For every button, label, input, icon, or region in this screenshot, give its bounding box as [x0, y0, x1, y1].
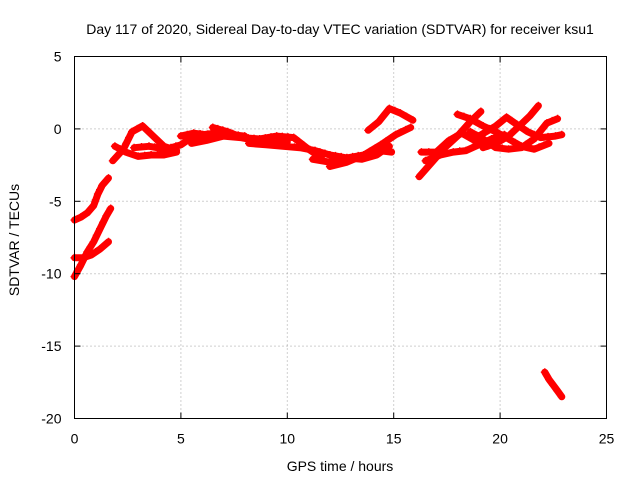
- series-arc-6: [110, 142, 181, 160]
- series-arc-16: [421, 130, 508, 165]
- y-tick-label: -5: [49, 193, 62, 209]
- series-arc-12: [325, 123, 415, 170]
- chart-title: Day 117 of 2020, Sidereal Day-to-day VTE…: [86, 21, 594, 37]
- series-markers: [479, 101, 540, 149]
- x-tick-label: 0: [71, 431, 79, 447]
- data-traces: [70, 101, 566, 401]
- series-markers: [364, 104, 414, 131]
- y-tick-label: -20: [41, 411, 61, 427]
- grid: [74, 56, 607, 419]
- series-arc-9: [208, 123, 325, 162]
- x-tick-label: 20: [492, 431, 508, 447]
- y-tick-label: -15: [41, 338, 61, 354]
- series-trace: [71, 174, 112, 224]
- series-arc-20: [479, 101, 542, 152]
- series-markers: [110, 142, 178, 158]
- y-tick-label: -10: [41, 266, 61, 282]
- y-axis-label: SDTVAR / TECUs: [6, 184, 22, 296]
- series-arc-2: [70, 174, 112, 224]
- x-tick-label: 10: [280, 431, 296, 447]
- series-arc-13: [364, 104, 417, 134]
- series-arc-1: [70, 204, 115, 281]
- series-markers: [70, 204, 112, 278]
- plot-frame: [74, 56, 607, 419]
- x-tick-label: 5: [177, 431, 185, 447]
- x-tick-label: 25: [599, 431, 615, 447]
- x-tick-label: 15: [386, 431, 402, 447]
- x-axis-label: GPS time / hours: [287, 458, 394, 474]
- axis-ticks: [74, 56, 607, 419]
- series-markers: [325, 123, 412, 168]
- y-tick-label: 0: [54, 121, 62, 137]
- series-markers: [540, 368, 563, 398]
- series-markers: [70, 174, 110, 221]
- series-arc-21: [540, 368, 566, 401]
- series-trace: [326, 124, 415, 170]
- tick-labels: 0 5 10 15 20 25 5 0 -5 -10 -15 -20: [41, 49, 614, 447]
- y-tick-label: 5: [54, 49, 62, 65]
